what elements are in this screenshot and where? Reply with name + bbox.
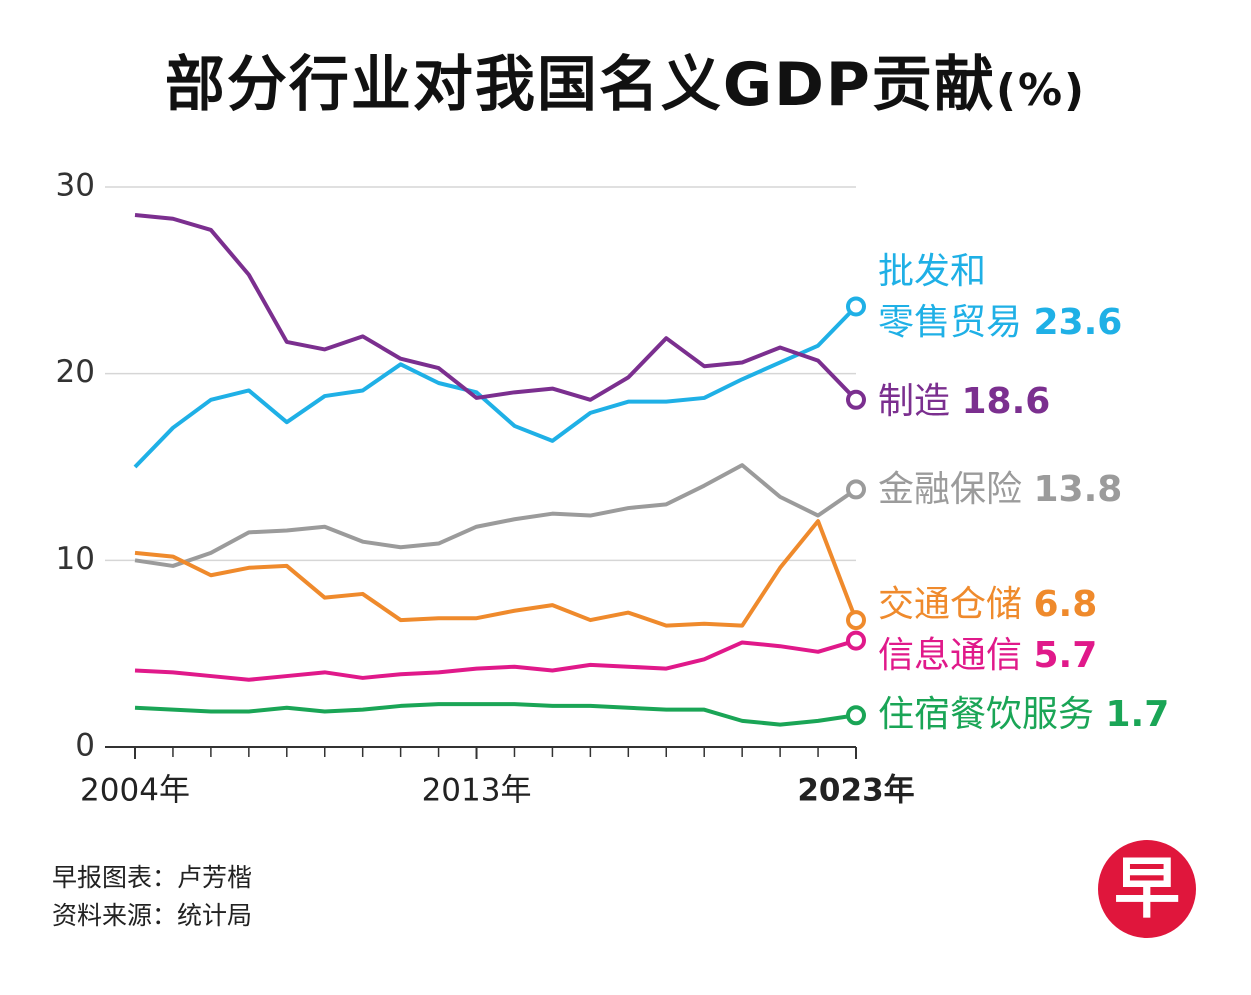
x-tick-label: 2013年 (422, 773, 532, 809)
value-label: 6.8 (1033, 584, 1098, 625)
series-name: 信息通信 (878, 635, 1023, 676)
value-label: 5.7 (1033, 635, 1098, 676)
value-label: 18.6 (961, 381, 1051, 422)
end-marker (846, 389, 866, 410)
end-marker (846, 479, 866, 500)
end-marker (846, 630, 866, 651)
end-marker (846, 705, 866, 726)
series-line (134, 213, 858, 402)
series-name: 金融保险 (878, 469, 1023, 510)
value-label: 1.7 (1105, 694, 1170, 735)
series-name: 制造 (878, 381, 951, 422)
end-label: 金融保险 13.8 (878, 464, 1122, 515)
series-line (134, 463, 858, 568)
value-label: 13.8 (1033, 469, 1123, 510)
end-marker (846, 610, 866, 631)
end-label: 交通仓储 6.8 (878, 579, 1097, 630)
title-unit: (%) (995, 65, 1087, 116)
series-name: 批发和 零售贸易 (878, 251, 1023, 343)
end-marker (846, 296, 866, 317)
y-tick-label: 20 (56, 354, 95, 390)
x-tick-label: 2023年 (797, 773, 914, 809)
series-name: 交通仓储 (878, 584, 1023, 625)
series-line (134, 702, 857, 727)
series-line (134, 638, 857, 682)
chart-title: 部分行业对我国名义GDP贡献(%) (0, 36, 1251, 123)
source: 资料来源：统计局 (52, 901, 253, 930)
end-label: 批发和 零售贸易 23.6 (878, 246, 1122, 348)
credit: 早报图表：卢芳楷 (52, 863, 253, 892)
x-tick-label: 2004年 (80, 773, 190, 809)
y-tick-label: 30 (56, 168, 95, 204)
value-label: 23.6 (1033, 302, 1123, 343)
series-name: 住宿餐饮服务 (878, 694, 1095, 735)
y-tick-label: 10 (56, 541, 95, 577)
logo: 早 (1098, 840, 1196, 938)
title-text: 部分行业对我国名义GDP贡献 (164, 50, 996, 120)
end-label: 住宿餐饮服务 1.7 (878, 689, 1169, 740)
series-line (134, 519, 858, 628)
end-label: 制造 18.6 (878, 376, 1050, 427)
end-label: 信息通信 5.7 (878, 630, 1097, 681)
y-tick-label: 0 (75, 728, 95, 764)
series-line (133, 305, 858, 469)
